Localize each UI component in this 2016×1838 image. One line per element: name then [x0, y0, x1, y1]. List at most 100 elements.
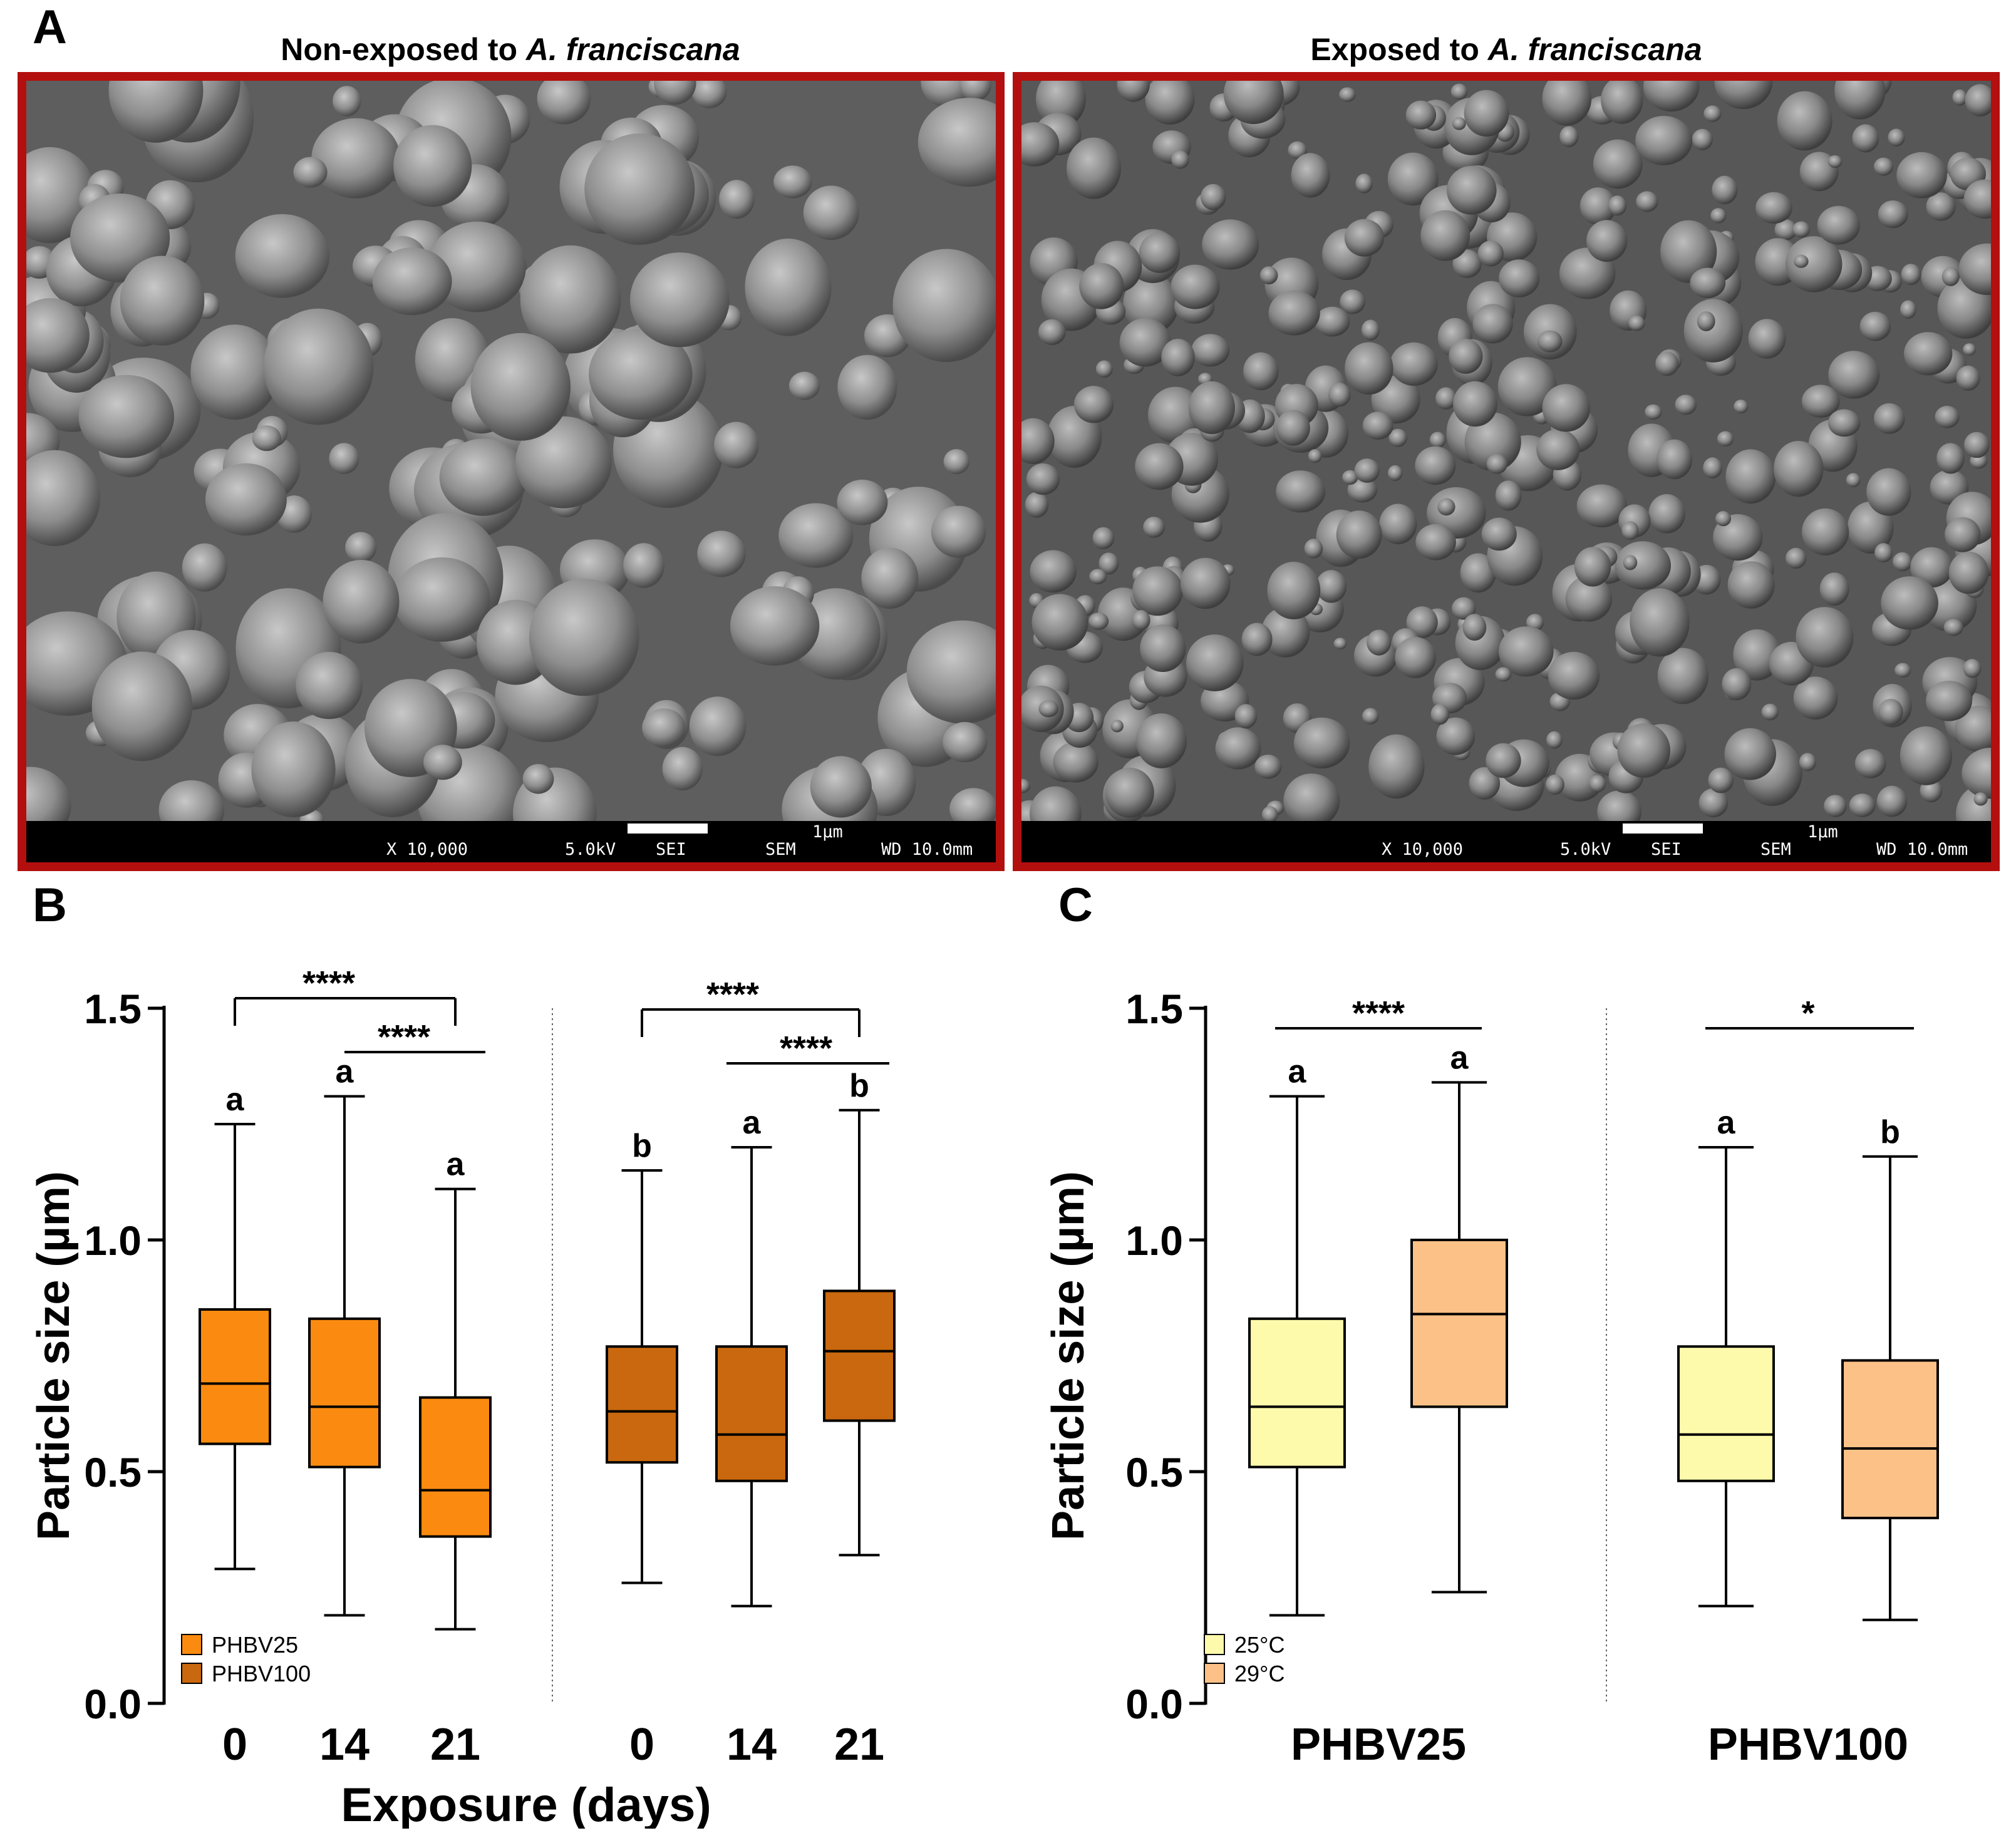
sem-particle	[1464, 412, 1521, 472]
sem-particle	[1621, 521, 1639, 540]
sem-particle	[1852, 124, 1879, 153]
sem-particle	[1630, 588, 1690, 657]
sem-particle	[1234, 704, 1258, 729]
sem-particle	[1355, 173, 1373, 194]
mode-left: SEM	[765, 840, 796, 859]
sem-particle	[1132, 610, 1150, 631]
sem-particle	[1785, 236, 1843, 292]
sem-particle	[1388, 428, 1407, 447]
magnification-right: X 10,000	[1382, 840, 1464, 859]
sem-particle	[1123, 274, 1179, 334]
significance-stars: ****	[302, 964, 355, 1002]
sem-particle	[1452, 117, 1466, 130]
sem-particle	[1188, 381, 1235, 435]
legend-label: PHBV25	[212, 1632, 298, 1658]
sem-particle	[662, 746, 703, 791]
sem-particle	[263, 308, 374, 425]
sem-particle	[1965, 84, 1991, 116]
sem-particle	[1328, 383, 1351, 407]
sem-particle	[1339, 87, 1356, 102]
sem-particle	[182, 543, 227, 592]
sem-particle	[1628, 315, 1645, 331]
sem-particle	[1171, 264, 1220, 309]
sem-particle	[1161, 339, 1195, 376]
sem-particle	[1589, 775, 1606, 793]
sem-particle	[520, 245, 621, 354]
sem-particle	[1276, 410, 1310, 446]
scale-bar-right	[1623, 823, 1703, 834]
sem-particle	[1021, 778, 1031, 793]
sem-particle	[1727, 561, 1775, 609]
sem-particle	[1243, 352, 1279, 391]
legend-swatch	[181, 1634, 202, 1655]
significance-stars: *	[1801, 994, 1814, 1032]
sem-particle	[1601, 81, 1643, 124]
sem-particle	[745, 239, 832, 336]
sem-particle	[1936, 443, 1965, 474]
sem-particle	[642, 708, 686, 748]
sem-particle	[1098, 552, 1119, 575]
sem-particle	[714, 421, 759, 468]
sem-particle	[1717, 431, 1734, 447]
sem-particle	[1692, 128, 1713, 150]
x-axis-title: Exposure (days)	[341, 1779, 711, 1829]
sem-particle	[1038, 700, 1058, 718]
sem-particle	[1660, 220, 1717, 283]
sem-particle	[1901, 264, 1921, 286]
sem-image-non-exposed: 1µm X 10,000 5.0kV SEI SEM WD 10.0mm	[18, 72, 1005, 871]
sem-particle	[252, 425, 281, 452]
sem-particle	[26, 298, 90, 373]
box-iqr	[308, 1317, 381, 1469]
sem-particle	[1145, 81, 1195, 125]
sem-particle	[120, 256, 205, 346]
sem-particle	[1079, 263, 1124, 309]
sem-particle	[1941, 267, 1960, 286]
sem-title-left-species: A. franciscana	[525, 32, 740, 67]
significance-letter: b	[849, 1068, 869, 1104]
sem-particle	[1135, 443, 1184, 490]
sem-particle	[906, 620, 996, 724]
sem-particle	[190, 324, 279, 420]
sem-particle	[1537, 330, 1563, 353]
y-tick-label: 0.0	[84, 1681, 142, 1727]
sem-particle	[1703, 105, 1722, 122]
sem-particle	[1415, 524, 1456, 560]
sem-particle	[1963, 179, 1991, 219]
sem-particle	[1708, 767, 1734, 793]
sem-particle	[1846, 473, 1861, 487]
sem-particle	[1904, 332, 1953, 376]
legend-label: 25°C	[1234, 1632, 1285, 1658]
sem-particle	[1119, 318, 1171, 367]
sem-particle	[630, 252, 730, 348]
sem-particle	[1593, 139, 1643, 189]
sem-particle	[773, 165, 812, 199]
sem-particle	[1710, 208, 1727, 224]
significance-letter: b	[632, 1128, 652, 1164]
sem-particle	[205, 463, 287, 536]
sem-particle	[623, 543, 664, 588]
legend-swatch	[1204, 1663, 1225, 1684]
sem-particle	[1586, 220, 1628, 262]
sem-particle	[423, 745, 462, 780]
sem-particle	[1910, 547, 1953, 588]
voltage-right: 5.0kV	[1560, 840, 1611, 859]
sem-particle	[1935, 406, 1960, 428]
box-iqr	[199, 1308, 271, 1445]
sem-particle	[1801, 385, 1840, 418]
legend-swatch	[1204, 1634, 1225, 1655]
panel-letter-c: C	[1058, 879, 1093, 932]
scale-label-left: 1µm	[812, 822, 843, 842]
sem-particle	[1430, 704, 1449, 725]
legend-label: 29°C	[1234, 1661, 1285, 1686]
box-iqr	[823, 1289, 896, 1422]
sem-particle	[1025, 492, 1049, 518]
sem-particle	[1354, 458, 1380, 483]
box-iqr	[1677, 1345, 1775, 1482]
sem-particle	[1657, 648, 1708, 705]
sem-particle	[1648, 494, 1685, 534]
sem-particle	[1453, 381, 1497, 427]
legend-swatch	[181, 1663, 202, 1684]
sem-title-right: Exposed to A. franciscana	[1015, 31, 1998, 68]
sem-particle	[788, 371, 820, 400]
